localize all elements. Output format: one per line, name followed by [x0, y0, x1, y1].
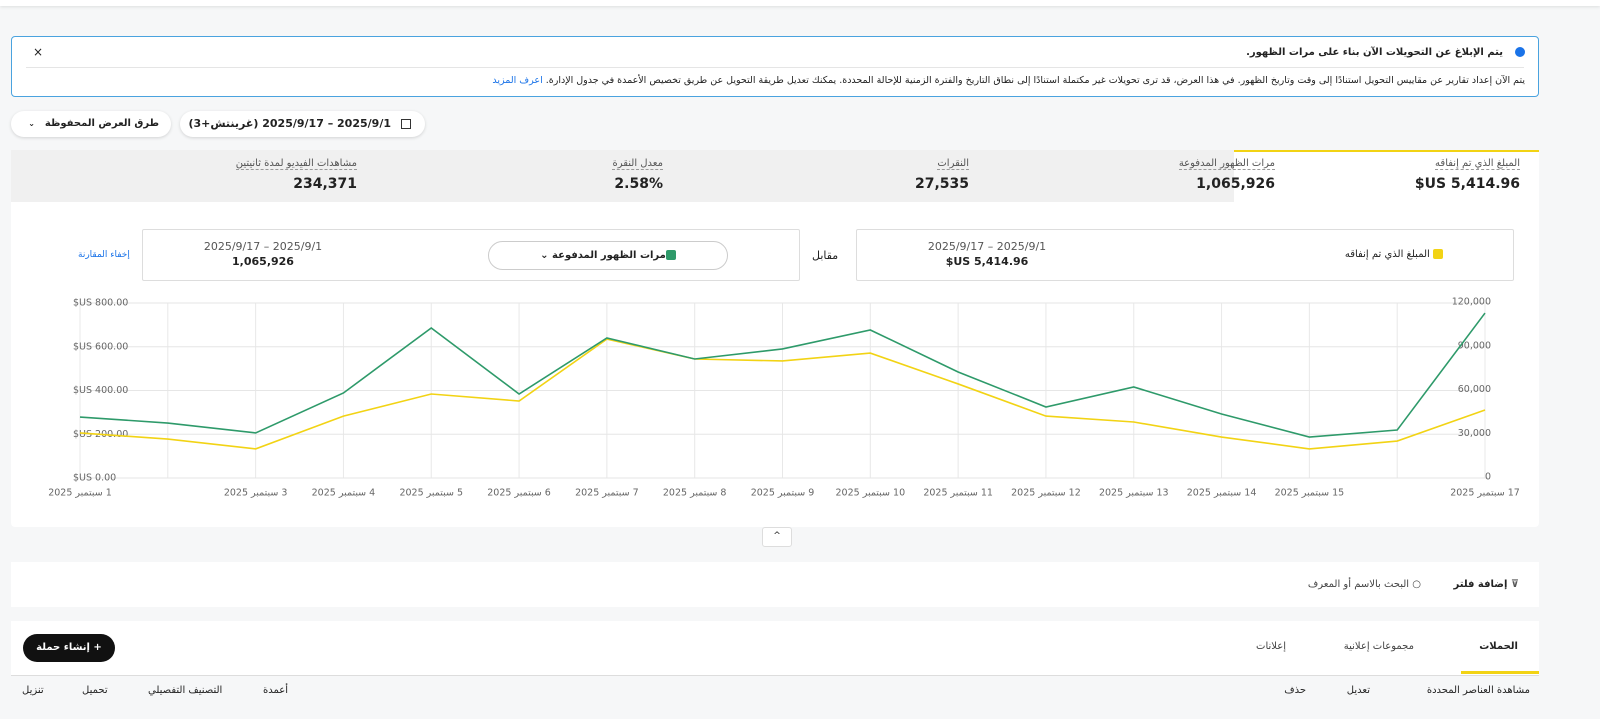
date-range: 2025/9/1 – 2025/9/17 (غرينتش+3) [188, 117, 391, 130]
action-delete[interactable]: حذف [1284, 685, 1306, 696]
metric-value: 1,065,926 [1196, 176, 1275, 192]
chart: 1 سبتمبر 2025 3 سبتمبر 2025 4 سبتمبر 2025 5… [48, 297, 1520, 499]
y-tick-label: $US 600.00 [73, 341, 128, 352]
x-tick-label: 7 سبتمبر 2025 [575, 488, 639, 499]
learn-more[interactable]: اعرف المزيد [492, 75, 543, 86]
x-tick-label: 15 سبتمبر 2025 [1275, 488, 1345, 499]
create-label: إنشاء حملة [36, 642, 90, 653]
series-line [79, 312, 1486, 438]
tab-underline [1461, 671, 1539, 674]
notice-text: يتم الآن إعداد تقارير عن مقاييس التحويل … [545, 75, 1525, 86]
search[interactable]: ○ البحث بالاسم أو المعرف [1308, 579, 1421, 590]
metric-label: المبلغ الذي تم إنفاقه [1435, 158, 1520, 170]
y2-tick-label: 0 [1485, 472, 1491, 483]
metric-label: معدل النقرة [612, 158, 663, 170]
metric-dropdown[interactable]: مرات الظهور المدفوعة ⌄ [488, 241, 728, 270]
y-tick-label: $US 800.00 [73, 298, 128, 309]
x-tick-label: 12 سبتمبر 2025 [1011, 488, 1081, 499]
secondary-value: 1,065,926 [232, 255, 294, 268]
metric-value: 2.58% [614, 176, 663, 192]
x-tick-label: 11 سبتمبر 2025 [923, 488, 993, 499]
saved-views[interactable]: طرق العرض المحفوظة ⌄ [11, 111, 171, 137]
chevron: ⌄ [28, 119, 35, 128]
action-download[interactable]: تنزيل [22, 685, 44, 696]
primary-value: $US 5,414.96 [945, 255, 1029, 268]
filter-icon: ⊽ [1510, 579, 1519, 590]
x-tick-label: 8 سبتمبر 2025 [663, 488, 727, 499]
hide-compare[interactable]: إخفاء المقارنة [78, 250, 130, 260]
action-breakdown[interactable]: التصنيف التفصيلي [148, 685, 223, 696]
metric-label: مشاهدات الفيديو لمدة ثانيتين [235, 158, 357, 170]
x-tick-label: 13 سبتمبر 2025 [1099, 488, 1169, 499]
saved-views-label: طرق العرض المحفوظة [44, 118, 159, 129]
y2-tick-label: 60,000 [1458, 384, 1491, 395]
y-tick-label: $US 400.00 [73, 385, 128, 396]
action-columns[interactable]: أعمدة [263, 685, 289, 696]
x-tick-label: 14 سبتمبر 2025 [1187, 488, 1257, 499]
search-icon: ○ [1412, 579, 1421, 590]
tab[interactable]: الحملات [1479, 641, 1518, 652]
primary-swatch [1433, 249, 1443, 259]
y2-tick-label: 90,000 [1458, 340, 1491, 351]
divider [26, 67, 1524, 68]
series-line [79, 338, 1486, 450]
secondary-swatch [665, 250, 676, 260]
calendar-icon [401, 119, 411, 129]
x-tick-label: 17 سبتمبر 2025 [1450, 488, 1520, 499]
add-filter[interactable]: ⊽ إضافة فلتر [1454, 579, 1519, 590]
date-picker[interactable]: 2025/9/1 – 2025/9/17 (غرينتش+3) [180, 111, 425, 137]
filter-bar: ⊽ إضافة فلتر ○ البحث بالاسم أو المعرف [11, 562, 1539, 607]
close[interactable]: × [33, 45, 44, 59]
action-view[interactable]: مشاهدة العناصر المحددة [1426, 685, 1530, 696]
secondary-date: 2025/9/1 – 2025/9/17 [203, 240, 323, 253]
primary-name: المبلغ الذي تم إنفاقه [1345, 249, 1443, 260]
action-upload[interactable]: تحميل [82, 685, 108, 696]
primary-date: 2025/9/1 – 2025/9/17 [927, 240, 1047, 253]
x-tick-label: 4 سبتمبر 2025 [312, 488, 376, 499]
metric-label: مرات الظهور المدفوعة [1178, 158, 1275, 170]
create-campaign[interactable]: إنشاء حملة + [23, 634, 115, 662]
y-tick-label: $US 0.00 [73, 473, 116, 484]
metric-value: 234,371 [293, 176, 357, 192]
collapse[interactable]: ^ [762, 527, 792, 547]
metric-value: $US 5,414.96 [1414, 176, 1520, 192]
search-label: البحث بالاسم أو المعرف [1307, 579, 1410, 590]
x-tick-label: 3 سبتمبر 2025 [224, 488, 288, 499]
x-tick-label: 6 سبتمبر 2025 [487, 488, 551, 499]
series-name: المبلغ الذي تم إنفاقه [1344, 249, 1430, 260]
y2-tick-label: 30,000 [1458, 428, 1491, 439]
y2-tick-label: 120,000 [1452, 297, 1491, 308]
notice: يتم الإبلاغ عن التحويلات الآن بناء على م… [11, 36, 1539, 97]
secondary-compare: مرات الظهور المدفوعة ⌄ 2025/9/1 – 2025/9… [142, 229, 800, 281]
primary-compare: المبلغ الذي تم إنفاقه 2025/9/1 – 2025/9/… [856, 229, 1514, 281]
top-bar [0, 0, 1600, 6]
x-tick-label: 1 سبتمبر 2025 [48, 488, 112, 499]
add-filter-label: إضافة فلتر [1453, 579, 1508, 590]
x-tick-label: 10 سبتمبر 2025 [836, 488, 906, 499]
tab[interactable]: مجموعات إعلانية [1343, 641, 1414, 652]
notice-title: يتم الإبلاغ عن التحويلات الآن بناء على م… [1246, 47, 1503, 58]
tab-bar: إنشاء حملة + [11, 621, 1539, 676]
chart-panel [11, 150, 1539, 527]
info-icon [1515, 47, 1525, 57]
x-tick-label: 9 سبتمبر 2025 [751, 488, 815, 499]
notice-body: يتم الآن إعداد تقارير عن مقاييس التحويل … [492, 75, 1525, 86]
metric-value: 27,535 [914, 176, 969, 192]
metrics-bar [11, 150, 1234, 202]
versus: مقابل [812, 249, 839, 262]
active-metric[interactable] [1234, 150, 1539, 202]
x-tick-label: 5 سبتمبر 2025 [399, 488, 463, 499]
tab[interactable]: إعلانات [1256, 641, 1286, 652]
metric-label: النقرات [937, 158, 969, 170]
action-edit[interactable]: تعديل [1346, 685, 1370, 696]
series-name: مرات الظهور المدفوعة [552, 250, 666, 261]
